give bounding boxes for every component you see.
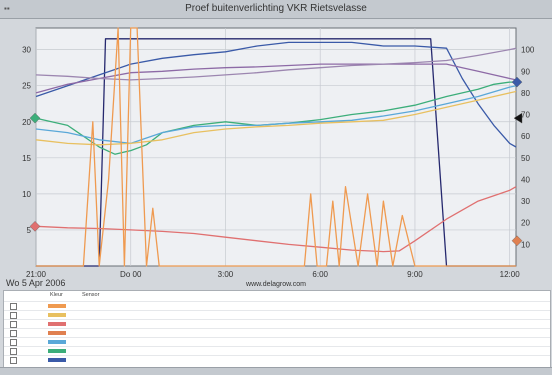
legend-row[interactable]	[4, 355, 550, 364]
x-tick-label: Do 00	[120, 270, 142, 279]
y-right-tick-label: 100	[521, 46, 535, 55]
legend-swatch	[48, 331, 66, 335]
legend-swatch	[48, 313, 66, 317]
legend-checkbox[interactable]	[10, 321, 17, 328]
y-right-tick-label: 10	[521, 240, 530, 249]
window-menu-icon[interactable]: ▪▪	[4, 4, 10, 13]
legend-row[interactable]	[4, 310, 550, 319]
y-left-tick-label: 5	[27, 226, 32, 235]
y-right-tick-label: 50	[521, 154, 530, 163]
series-line	[35, 85, 517, 145]
y-left-tick-label: 10	[22, 190, 31, 199]
legend-row[interactable]	[4, 301, 550, 310]
legend-row[interactable]	[4, 337, 550, 346]
series-line	[35, 90, 517, 146]
chart: 5 10 15 20 25 30 10 20 30 40 50 60 70 80 90 100 21:00 Do …	[22, 27, 535, 288]
legend-checkbox[interactable]	[10, 330, 17, 337]
x-tick-label: 6:00	[312, 270, 328, 279]
series-line	[35, 47, 517, 81]
date-label: Wo 5 Apr 2006	[6, 278, 66, 288]
legend-swatch	[48, 304, 66, 308]
window-title-bar: ▪▪ Proef buitenverlichting VKR Rietsvela…	[0, 0, 552, 19]
series-line	[35, 41, 517, 148]
axis-marker	[29, 221, 41, 232]
y-right-tick-label: 70	[521, 111, 530, 120]
legend-checkbox[interactable]	[10, 312, 17, 319]
series-line	[35, 63, 517, 94]
legend-swatch	[48, 358, 66, 362]
legend-swatch	[48, 322, 66, 326]
legend-swatch	[48, 340, 66, 344]
legend-row[interactable]	[4, 328, 550, 337]
series-line	[36, 27, 516, 267]
axis-marker	[511, 76, 523, 88]
y-left-tick-label: 25	[22, 82, 31, 91]
x-tick-label: 12:00	[500, 270, 521, 279]
window-title: Proef buitenverlichting VKR Rietsvelasse	[185, 3, 367, 14]
legend-row[interactable]	[4, 346, 550, 355]
legend-table: Kleur Sensor	[3, 290, 551, 368]
y-left-tick-label: 15	[22, 154, 31, 163]
legend-checkbox[interactable]	[10, 348, 17, 355]
axis-marker	[511, 235, 523, 247]
legend-checkbox[interactable]	[10, 339, 17, 346]
y-right-tick-label: 30	[521, 197, 530, 206]
chart-area: 5 10 15 20 25 30 10 20 30 40 50 60 70 80 90 100 21:00 Do …	[0, 18, 552, 288]
legend-swatch	[48, 349, 66, 353]
legend-checkbox[interactable]	[10, 357, 17, 364]
x-tick-label: 3:00	[218, 270, 234, 279]
y-right-tick-label: 90	[521, 67, 530, 76]
status-bar	[0, 367, 552, 375]
y-right-tick-label: 20	[521, 219, 530, 228]
y-left-tick-label: 30	[22, 46, 31, 55]
x-tick-label: 9:00	[407, 270, 423, 279]
legend-header-sensor: Sensor	[82, 292, 100, 298]
legend-checkbox[interactable]	[10, 303, 17, 310]
y-right-tick-label: 60	[521, 132, 530, 141]
legend-header-color: Kleur	[50, 292, 63, 298]
y-left-tick-label: 20	[22, 118, 31, 127]
chart-watermark: www.delagrow.com	[245, 281, 306, 288]
y-right-tick-label: 40	[521, 175, 530, 184]
axis-marker	[513, 112, 523, 124]
axis-marker	[29, 112, 41, 124]
y-right-tick-label: 80	[521, 89, 530, 98]
legend-row[interactable]	[4, 319, 550, 328]
x-tick-label: 21:00	[26, 270, 47, 279]
